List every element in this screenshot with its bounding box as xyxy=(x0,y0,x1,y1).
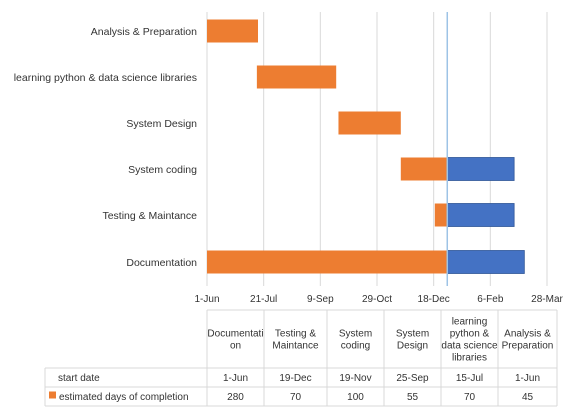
table-cell: 19-Dec xyxy=(279,373,311,384)
table-cell: 55 xyxy=(407,392,419,403)
category-label: learning python & data science libraries xyxy=(14,72,197,84)
table-column-header: System xyxy=(339,329,372,340)
grid-lines xyxy=(206,12,548,286)
table-column-header: Maintance xyxy=(272,341,319,352)
tick-label: 21-Jul xyxy=(250,294,277,305)
category-label: Documentation xyxy=(126,257,197,269)
tick-label: 29-Oct xyxy=(362,294,392,305)
table-cell: 70 xyxy=(290,392,302,403)
table-column-header: learning xyxy=(452,317,488,328)
bar-orange xyxy=(400,157,448,181)
table-column-header: Documentati xyxy=(207,329,263,340)
table-column-header: data science xyxy=(441,341,498,352)
table-column-header: python & xyxy=(450,329,490,340)
bar-orange xyxy=(338,111,401,135)
table-cell: 100 xyxy=(347,392,364,403)
bars xyxy=(207,19,525,274)
category-labels: Analysis & Preparation learning python & … xyxy=(14,26,197,269)
bar-orange xyxy=(434,203,448,227)
bar-orange xyxy=(207,19,258,43)
table-cell: 15-Jul xyxy=(456,373,483,384)
category-label: Testing & Maintance xyxy=(102,210,197,222)
table-cell: 1-Jun xyxy=(515,373,540,384)
tick-label: 18-Dec xyxy=(418,294,450,305)
table-column-header: coding xyxy=(341,341,370,352)
table-cell: 45 xyxy=(522,392,534,403)
bar-blue xyxy=(446,250,525,274)
tick-label: 1-Jun xyxy=(194,294,219,305)
tick-label: 9-Sep xyxy=(307,294,334,305)
tick-label: 28-Mar xyxy=(531,294,563,305)
table-cell: 70 xyxy=(464,392,476,403)
table-column-header: Preparation xyxy=(502,341,554,352)
table-column-header: Testing & xyxy=(275,329,316,340)
bar-orange xyxy=(256,65,337,89)
category-label: System coding xyxy=(128,164,197,176)
table-cell: 1-Jun xyxy=(223,373,248,384)
category-label: Analysis & Preparation xyxy=(91,26,197,38)
table-row-label: estimated days of completion xyxy=(59,392,189,403)
table-column-header: on xyxy=(230,341,241,352)
tick-label: 6-Feb xyxy=(477,294,504,305)
table-column-header: Design xyxy=(397,341,428,352)
table-cell: 19-Nov xyxy=(339,373,371,384)
table-cell: 280 xyxy=(227,392,244,403)
category-label: System Design xyxy=(126,118,197,130)
legend-key-swatch xyxy=(49,391,56,399)
table-column-header: Analysis & xyxy=(504,329,551,340)
bar-orange xyxy=(207,250,448,274)
bar-blue xyxy=(446,203,515,227)
table-column-header: System xyxy=(396,329,429,340)
x-axis-tick-labels: 1-Jun 21-Jul 9-Sep 29-Oct 18-Dec 6-Feb 28-Mar xyxy=(194,294,563,305)
table-column-header: libraries xyxy=(452,353,487,364)
bar-blue xyxy=(446,157,515,181)
table-row-label: start date xyxy=(58,373,100,384)
table-cell: 25-Sep xyxy=(396,373,429,384)
